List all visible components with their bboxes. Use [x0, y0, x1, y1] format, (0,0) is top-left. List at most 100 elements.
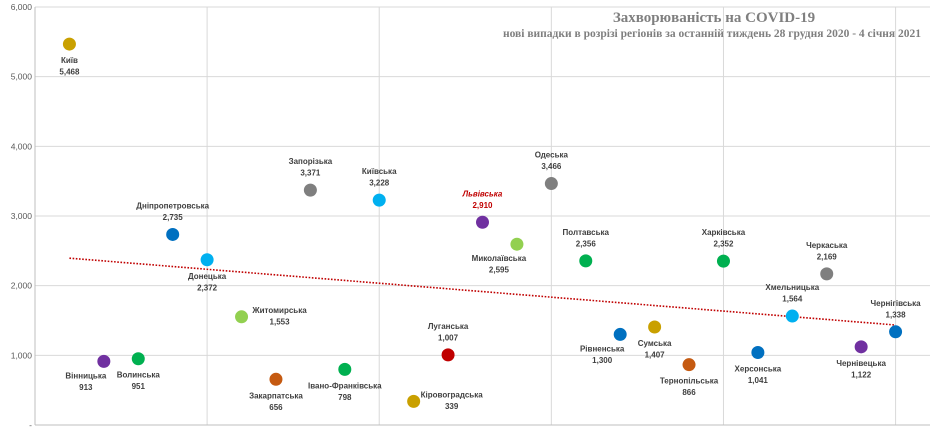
data-label-value: 1,300 — [592, 356, 613, 365]
data-label-name: Сумська — [638, 339, 672, 348]
data-point-group: Донецька 2,372 — [188, 253, 227, 292]
data-label-value: 1,122 — [851, 370, 872, 379]
data-point-group: Закарпатська 656 — [249, 372, 303, 412]
data-label-name: Донецька — [188, 272, 227, 281]
data-point-group: Івано-Франківська 798 — [308, 362, 382, 402]
data-point — [372, 193, 386, 207]
data-label-name: Чернівецька — [836, 359, 886, 368]
data-point — [303, 183, 317, 197]
data-label-value: 951 — [132, 382, 146, 391]
data-point-group: Одеська 3,466 — [535, 151, 569, 191]
data-point — [889, 325, 903, 339]
data-label-name: Львівська — [462, 189, 503, 198]
data-label-value: 656 — [269, 403, 283, 412]
data-point-group: Львівська 2,910 — [462, 189, 503, 229]
data-label-name: Херсонська — [735, 364, 782, 373]
data-point-group: Тернопільська 866 — [660, 358, 719, 397]
data-label-name: Дніпропетровська — [136, 201, 209, 210]
data-label-value: 2,169 — [817, 252, 838, 261]
data-label-name: Івано-Франківська — [308, 381, 382, 390]
data-label-name: Черкаська — [806, 241, 848, 250]
data-point-group: Вінницька 913 — [65, 354, 111, 392]
data-point — [579, 254, 593, 268]
data-label-value: 3,228 — [369, 179, 390, 188]
data-point — [820, 267, 834, 281]
data-point-group: Херсонська 1,041 — [735, 345, 782, 385]
data-label-value: 3,371 — [300, 169, 321, 178]
data-point-group: Житомирська 1,553 — [235, 306, 307, 326]
data-point-group: Черкаська 2,169 — [806, 241, 848, 281]
data-point — [476, 215, 489, 229]
data-point — [407, 394, 421, 408]
data-point — [648, 320, 662, 334]
data-label-value: 1,564 — [782, 295, 803, 304]
data-label-name: Київ — [61, 56, 78, 65]
data-point-group: Київська 3,228 — [362, 167, 397, 207]
data-point — [269, 372, 283, 386]
data-point-group: Чернівецька 1,122 — [836, 340, 886, 379]
data-label-name: Запорізька — [289, 157, 333, 166]
data-label-value: 1,041 — [748, 376, 769, 385]
y-tick-label: 5,000 — [11, 72, 33, 82]
data-point — [441, 348, 455, 362]
data-point-group: Луганська 1,007 — [428, 322, 469, 362]
y-tick-label: 2,000 — [11, 281, 33, 291]
data-point — [97, 354, 111, 368]
data-label-name: Тернопільська — [660, 377, 719, 386]
data-label-name: Закарпатська — [249, 391, 303, 400]
data-label-name: Миколаївська — [472, 254, 527, 263]
y-tick-label: - — [29, 420, 32, 430]
data-point — [62, 37, 76, 51]
data-point-group: Полтавська 2,356 — [563, 228, 610, 268]
trendline-line — [69, 257, 896, 326]
data-label-value: 2,735 — [163, 213, 184, 222]
data-label-name: Волинська — [117, 371, 161, 380]
data-label-value: 2,372 — [197, 283, 218, 292]
data-label-name: Полтавська — [563, 228, 610, 237]
data-label-value: 1,338 — [886, 310, 907, 319]
data-label-name: Луганська — [428, 322, 469, 331]
data-point — [716, 254, 730, 268]
chart-title: Захворюваність на COVID-19 — [613, 10, 815, 26]
data-point-group: Харківська 2,352 — [702, 228, 746, 268]
data-point — [338, 362, 352, 376]
data-label-name: Одеська — [535, 151, 569, 160]
chart-subtitle: нові випадки в розрізі регіонів за остан… — [503, 28, 921, 40]
data-label-name: Кіровоградська — [421, 390, 484, 399]
data-label-value: 798 — [338, 393, 352, 402]
data-label-value: 2,356 — [576, 239, 597, 248]
data-point-group: Київ 5,468 — [59, 37, 80, 77]
data-point — [235, 310, 249, 324]
data-label-name: Харківська — [702, 228, 746, 237]
data-point — [544, 177, 558, 191]
data-point — [510, 237, 524, 251]
data-point-group: Миколаївська 2,595 — [472, 237, 527, 275]
trendline — [69, 257, 896, 326]
data-point — [131, 352, 145, 366]
data-label-value: 339 — [445, 402, 459, 411]
data-point-group: Кіровоградська 339 — [407, 390, 483, 411]
data-point — [613, 327, 627, 341]
data-point-group: Запорізька 3,371 — [289, 157, 333, 197]
data-point — [166, 227, 180, 241]
data-point — [854, 340, 868, 354]
data-label-value: 1,553 — [270, 317, 291, 326]
data-point-group: Рівненська 1,300 — [580, 327, 627, 365]
data-label-name: Київська — [362, 167, 397, 176]
data-label-value: 1,007 — [438, 333, 459, 342]
data-point — [785, 309, 799, 323]
data-point-group: Чернігівська 1,338 — [871, 299, 922, 339]
data-label-name: Чернігівська — [871, 299, 922, 308]
data-point — [682, 358, 696, 372]
data-label-value: 5,468 — [59, 68, 80, 77]
y-tick-label: 3,000 — [11, 211, 33, 221]
data-label-value: 3,466 — [541, 162, 562, 171]
data-label-name: Житомирська — [251, 306, 307, 315]
y-tick-label: 4,000 — [11, 141, 33, 151]
data-points: Київ 5,468 Вінницька 913 Волинська 951 Дніпроп… — [59, 37, 922, 412]
data-point — [751, 345, 765, 359]
data-point — [200, 253, 214, 267]
data-label-value: 2,910 — [472, 201, 493, 210]
data-point-group: Сумська 1,407 — [638, 320, 672, 359]
